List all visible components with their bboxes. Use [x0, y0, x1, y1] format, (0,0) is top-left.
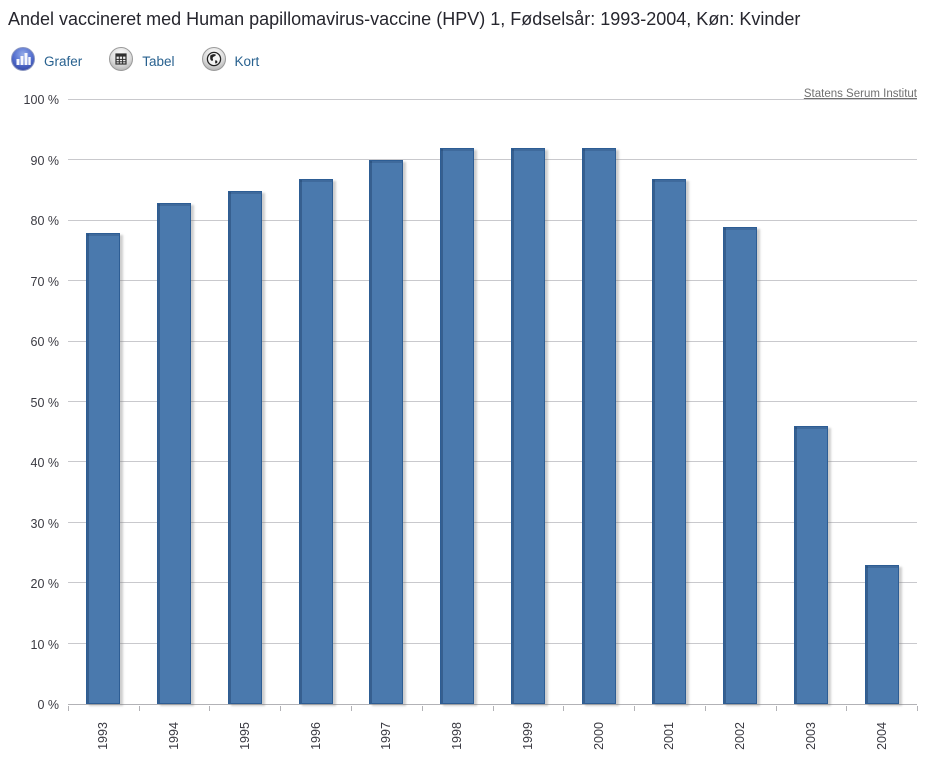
bar-cell	[846, 100, 917, 704]
grid-line	[68, 461, 917, 463]
y-tick-label: 90 %	[30, 153, 60, 168]
tab-kort-label: Kort	[234, 54, 260, 69]
x-tick-label: 1993	[96, 722, 111, 750]
tab-grafer-label: Grafer	[44, 54, 83, 69]
grid-line	[68, 401, 917, 402]
grid-line	[68, 521, 917, 523]
y-tick-label: 50 %	[30, 395, 60, 410]
grid-line	[68, 340, 917, 342]
x-tick-label: 2003	[803, 722, 818, 750]
axis-tick	[917, 706, 918, 711]
bar-cell	[422, 100, 493, 704]
statens-serum-institut-link[interactable]: Statens Serum Institut	[803, 88, 917, 100]
y-tick-label: 70 %	[30, 274, 60, 289]
axis-tick	[846, 706, 848, 711]
bar	[86, 232, 121, 704]
x-label-cell: 1997	[351, 710, 422, 762]
y-tick-label: 0 %	[37, 698, 59, 712]
table-icon	[108, 46, 134, 77]
plot-area	[68, 99, 917, 705]
bar	[440, 148, 475, 704]
x-tick-label: 1995	[237, 722, 252, 750]
axis-tick	[350, 706, 352, 711]
axis-tick	[421, 706, 423, 711]
page-title: Andel vaccineret med Human papillomaviru…	[8, 9, 801, 29]
bar-cell	[493, 100, 564, 704]
tab-grafer[interactable]: Grafer	[10, 46, 82, 77]
x-tick-label: 1999	[520, 722, 535, 750]
axis-tick	[775, 706, 777, 711]
y-tick-label: 10 %	[30, 637, 60, 652]
axis-tick	[704, 706, 706, 711]
bar	[793, 426, 828, 704]
x-label-cell: 1996	[280, 710, 351, 762]
x-label-cell: 1993	[68, 710, 139, 762]
bar-cell	[280, 100, 351, 704]
x-label-cell: 2002	[705, 710, 776, 762]
x-tick-label: 1994	[167, 722, 182, 750]
grid-line	[68, 642, 917, 644]
bar	[298, 178, 333, 704]
y-tick-label: 20 %	[30, 577, 60, 591]
y-axis: 0 % 10 % 20 % 30 % 40 % 50 % 60 % 70 % 80 % 90 % 1…	[0, 93, 60, 712]
x-tick-label: 2000	[591, 722, 606, 750]
x-label-cell: 2003	[776, 710, 847, 762]
x-label-cell: 2000	[563, 710, 634, 762]
y-tick-label: 60 %	[30, 335, 60, 349]
bar-cell	[563, 100, 634, 704]
x-label-cell: 1999	[493, 710, 564, 762]
x-label-cell: 1994	[139, 710, 210, 762]
bar-series	[68, 100, 917, 704]
x-label-cell: 2004	[846, 710, 917, 762]
x-axis-labels: 1993 1994 1995 1996 1997 1998 1999 2000 2001 2002…	[68, 710, 917, 762]
bar	[510, 148, 545, 704]
axis-tick	[633, 706, 635, 711]
bar	[157, 202, 192, 704]
y-tick-label: 80 %	[30, 214, 60, 228]
bar-cell	[776, 100, 847, 704]
x-axis-ticks	[68, 706, 918, 712]
bar-cell	[139, 100, 210, 704]
y-tick-label: 100 %	[23, 93, 59, 107]
view-tabs: Grafer Tabel	[10, 46, 259, 77]
bar-cell	[68, 100, 139, 704]
axis-tick	[138, 706, 140, 711]
x-label-cell: 1995	[210, 710, 281, 762]
x-tick-label: 2001	[662, 722, 677, 750]
x-tick-label: 2004	[874, 722, 889, 750]
bar-cell	[210, 100, 281, 704]
tab-kort[interactable]: Kort	[201, 46, 260, 77]
bar	[227, 190, 262, 704]
bar-cell	[705, 100, 776, 704]
bar-chart-icon	[10, 46, 36, 77]
y-tick-label: 30 %	[30, 516, 60, 531]
x-label-cell: 2001	[634, 710, 705, 762]
tab-tabel-label: Tabel	[142, 54, 175, 69]
grid-line	[68, 99, 917, 100]
axis-tick	[209, 706, 211, 711]
y-tick-label: 40 %	[30, 456, 60, 470]
axis-tick	[68, 706, 69, 711]
bar	[369, 160, 404, 704]
grid-line	[68, 219, 917, 221]
x-tick-label: 1998	[450, 722, 465, 750]
grid-line	[68, 159, 917, 161]
bar	[723, 226, 758, 704]
bar	[581, 148, 616, 704]
x-tick-label: 2002	[733, 722, 748, 750]
axis-tick	[280, 706, 282, 711]
bar-cell	[351, 100, 422, 704]
globe-icon	[201, 46, 227, 77]
x-label-cell: 1998	[422, 710, 493, 762]
bar	[652, 178, 687, 704]
grid-line	[68, 582, 917, 584]
bar-cell	[634, 100, 705, 704]
bar	[864, 565, 899, 704]
x-tick-label: 1996	[308, 722, 323, 750]
grid-line	[68, 280, 917, 282]
axis-tick	[492, 706, 494, 711]
x-tick-label: 1997	[379, 722, 394, 750]
axis-tick	[563, 706, 565, 711]
tab-tabel[interactable]: Tabel	[108, 46, 175, 77]
